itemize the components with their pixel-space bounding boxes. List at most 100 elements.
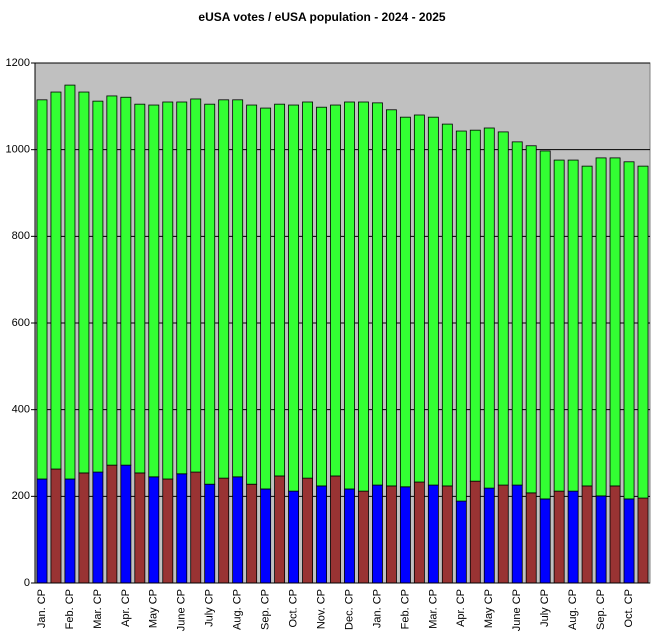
bar-segment bbox=[553, 159, 565, 492]
x-tick-label: July CP bbox=[539, 589, 551, 627]
bar-segment bbox=[609, 157, 621, 487]
bar-segment bbox=[581, 485, 593, 584]
bar-segment bbox=[274, 475, 286, 584]
bar-segment bbox=[372, 484, 383, 584]
x-tick-label: Mar. CP bbox=[427, 589, 439, 629]
bar-segment bbox=[232, 99, 244, 478]
x-tick-label: Aug. CP bbox=[232, 589, 244, 630]
bar-segment bbox=[134, 472, 146, 584]
bar-segment bbox=[302, 477, 313, 584]
x-tick-label: May CP bbox=[483, 589, 495, 628]
bar-segment bbox=[120, 464, 132, 584]
bar-segment bbox=[218, 99, 230, 479]
bar-segment bbox=[427, 116, 439, 486]
bar-segment bbox=[176, 101, 188, 475]
bar-segment bbox=[455, 130, 467, 502]
bar-segment bbox=[92, 100, 104, 473]
bar-segment bbox=[399, 116, 411, 488]
bar-segment bbox=[204, 103, 216, 485]
bar-segment bbox=[36, 478, 48, 584]
y-tick-label: 600 bbox=[12, 317, 30, 329]
bar-segment bbox=[64, 84, 76, 480]
bar-segment bbox=[316, 106, 327, 487]
bar-segment bbox=[148, 476, 160, 584]
bar-segment bbox=[120, 96, 132, 466]
bar-segment bbox=[162, 478, 174, 584]
bar-segment bbox=[385, 485, 397, 584]
bar-segment bbox=[469, 480, 481, 584]
bar-segment bbox=[162, 101, 174, 480]
y-tick-label: 200 bbox=[12, 490, 30, 502]
bar-segment bbox=[385, 109, 397, 487]
bar-segment bbox=[36, 99, 48, 480]
x-tick-label: June CP bbox=[176, 589, 188, 631]
bar-segment bbox=[567, 490, 579, 584]
bar-segment bbox=[413, 481, 425, 584]
y-tick-label: 0 bbox=[24, 577, 30, 589]
bar-segment bbox=[637, 165, 649, 499]
bar-segment bbox=[609, 485, 621, 584]
bar-segment bbox=[525, 145, 537, 494]
y-tick-label: 1200 bbox=[6, 57, 30, 69]
x-tick-label: Jan. CP bbox=[36, 589, 48, 628]
bar-segment bbox=[148, 104, 160, 478]
bar-segment bbox=[413, 114, 425, 483]
bar-segment bbox=[218, 477, 230, 584]
bar-segment bbox=[330, 104, 341, 477]
bar-segment bbox=[623, 498, 635, 584]
bar-segment bbox=[623, 161, 635, 500]
bar-segment bbox=[204, 483, 216, 584]
bar-segment bbox=[483, 127, 495, 489]
bar-segment bbox=[190, 98, 202, 473]
bar-segment bbox=[358, 490, 369, 584]
bar-segment bbox=[455, 500, 467, 584]
bar-segment bbox=[232, 476, 244, 584]
x-tick-label: July CP bbox=[204, 589, 216, 627]
bar-segment bbox=[246, 483, 258, 584]
bar-segment bbox=[539, 150, 551, 500]
bar-segment bbox=[330, 475, 341, 584]
x-tick-label: May CP bbox=[148, 589, 160, 628]
bar-segment bbox=[497, 131, 509, 486]
bar-segment bbox=[483, 487, 495, 584]
bar-segment bbox=[64, 478, 76, 584]
x-tick-label: Jan. CP bbox=[371, 589, 383, 628]
x-tick-label: June CP bbox=[511, 589, 523, 631]
bar-segment bbox=[637, 497, 649, 584]
bar-segment bbox=[344, 101, 355, 490]
bar-segment bbox=[567, 159, 579, 492]
x-tick-label: Sep. CP bbox=[595, 589, 607, 630]
bar-segment bbox=[595, 495, 607, 584]
x-tick-label: Apr. CP bbox=[120, 589, 132, 627]
bar-segment bbox=[469, 129, 481, 482]
bar-segment bbox=[288, 490, 300, 584]
bar-segment bbox=[441, 485, 453, 584]
x-tick-label: Nov. CP bbox=[315, 589, 327, 629]
y-tick-label: 800 bbox=[12, 230, 30, 242]
bar-segment bbox=[260, 488, 272, 584]
bar-segment bbox=[106, 95, 118, 466]
bar-segment bbox=[50, 468, 62, 584]
bar-segment bbox=[302, 101, 313, 479]
bar-segment bbox=[372, 102, 383, 486]
bar-segment bbox=[344, 488, 355, 584]
x-tick-label: Oct. CP bbox=[623, 589, 635, 628]
bar-segment bbox=[441, 123, 453, 487]
bar-segment bbox=[78, 91, 90, 474]
x-tick-label: Dec. CP bbox=[343, 589, 355, 630]
bar-segment bbox=[176, 473, 188, 584]
bar-segment bbox=[399, 486, 411, 584]
y-tick-label: 1000 bbox=[6, 144, 30, 156]
bar-segment bbox=[260, 107, 272, 490]
x-tick-label: Mar. CP bbox=[92, 589, 104, 629]
bar-segment bbox=[190, 471, 202, 584]
bar-segment bbox=[581, 165, 593, 487]
bar-segment bbox=[497, 484, 509, 584]
bar-segment bbox=[134, 103, 146, 474]
bar-segment bbox=[106, 464, 118, 584]
bar-segment bbox=[427, 484, 439, 584]
chart-title: eUSA votes / eUSA population - 2024 - 20… bbox=[198, 10, 446, 24]
x-tick-label: Feb. CP bbox=[64, 589, 76, 629]
x-tick-label: Apr. CP bbox=[455, 589, 467, 627]
